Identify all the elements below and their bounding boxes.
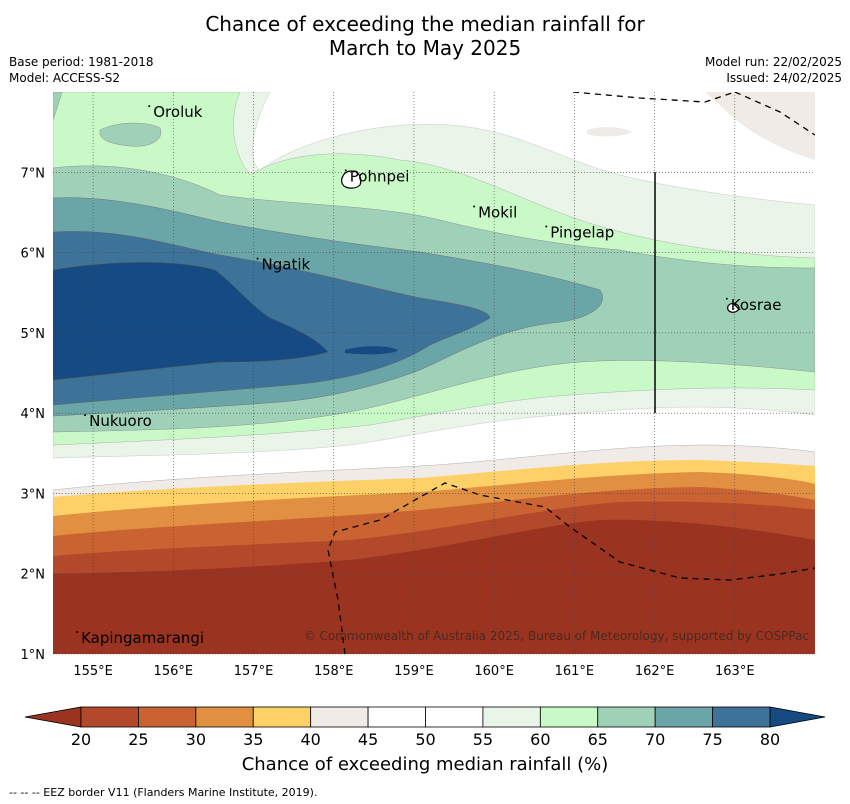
title-line-1: Chance of exceeding the median rainfall … [205, 12, 645, 36]
lat-tick-label: 2°N [21, 568, 46, 583]
model-name: Model: ACCESS-S2 [9, 71, 121, 85]
place-label-pohnpei: Pohnpei [350, 167, 410, 185]
place-label-kapingamarangi: Kapingamarangi [81, 629, 204, 647]
footnote: -- -- -- EEZ border V11 (Flanders Marine… [9, 786, 318, 799]
place-label-ngatik: Ngatik [262, 256, 311, 274]
axis-tick-labels: 155°E 156°E 157°E 158°E 159°E 160°E 161°E 162°E… [21, 166, 755, 679]
lon-tick-label: 163°E [715, 664, 755, 679]
model-run: Model run: 22/02/2025 [704, 55, 842, 69]
contour-65-70-patch [99, 122, 162, 147]
colorbar-tick-label: 25 [128, 730, 148, 749]
colorbar-under-arrow [24, 706, 82, 728]
lon-tick-label: 159°E [394, 664, 434, 679]
place-label-pingelap: Pingelap [550, 224, 614, 242]
colorbar-swatch [310, 706, 369, 728]
colorbar-swatch [195, 706, 254, 728]
colorbar-tick-label: 50 [415, 730, 435, 749]
issued-date: Issued: 24/02/2025 [726, 71, 842, 85]
colorbar-tick-label: 45 [358, 730, 378, 749]
contour-field [53, 92, 815, 654]
colorbar-swatch [367, 706, 426, 728]
lon-tick-label: 157°E [234, 664, 274, 679]
lon-tick-label: 160°E [474, 664, 514, 679]
contour-below-20 [53, 519, 815, 654]
contour-40-45-island [706, 92, 815, 160]
colorbar-swatch [482, 706, 541, 728]
eez-border-south [327, 482, 815, 654]
lat-tick-label: 3°N [21, 487, 46, 502]
place-labels: Oroluk Pohnpei Mokil Pingelap Ngatik Kosrae Nu… [76, 103, 781, 647]
title-line-2: March to May 2025 [328, 36, 522, 60]
colorbar-tick-label: 20 [71, 730, 91, 749]
contour-above-80-patch [345, 346, 398, 355]
contour-above-80 [53, 262, 329, 381]
meta-right: Model run: 22/02/2025 Issued: 24/02/2025 [705, 54, 842, 86]
lon-tick-label: 155°E [73, 664, 113, 679]
lat-tick-label: 1°N [21, 648, 46, 663]
lon-tick-label: 161°E [555, 664, 595, 679]
meta-left: Base period: 1981-2018 Model: ACCESS-S2 [9, 54, 154, 86]
contour-40-45-patch [587, 127, 632, 137]
lat-tick-label: 6°N [21, 247, 46, 262]
colorbar-tick-label: 75 [702, 730, 722, 749]
place-marker [545, 225, 548, 228]
lat-tick-label: 4°N [21, 407, 46, 422]
grid-lines [53, 92, 815, 655]
lat-tick-label: 7°N [21, 166, 46, 181]
lon-tick-label: 162°E [635, 664, 675, 679]
colorbar-swatch [425, 706, 484, 728]
colorbar-tick-label: 65 [588, 730, 608, 749]
pohnpei-island [341, 170, 362, 189]
place-label-mokil: Mokil [478, 203, 517, 221]
colorbar-swatch [138, 706, 197, 728]
place-label-kosrae: Kosrae [731, 296, 782, 314]
eez-border-north [572, 92, 815, 136]
colorbar: 20 25 30 35 40 45 50 55 60 65 70 75 80 [24, 706, 826, 749]
colorbar-swatch [80, 706, 139, 728]
colorbar-swatch [654, 706, 713, 728]
lon-tick-label: 158°E [314, 664, 354, 679]
colorbar-tick-label: 35 [243, 730, 263, 749]
lon-tick-label: 156°E [154, 664, 194, 679]
base-period: Base period: 1981-2018 [9, 55, 154, 69]
place-marker [76, 630, 79, 633]
place-marker [148, 105, 151, 108]
place-marker [473, 205, 476, 208]
place-marker [344, 169, 347, 172]
colorbar-tick-label: 80 [760, 730, 780, 749]
lat-tick-label: 5°N [21, 327, 46, 342]
copyright-text: © Commonwealth of Australia 2025, Bureau… [304, 629, 809, 643]
colorbar-swatch [712, 706, 771, 728]
colorbar-tick-label: 55 [473, 730, 493, 749]
kosrae-island [727, 302, 740, 313]
colorbar-tick-label: 70 [645, 730, 665, 749]
chart-title: Chance of exceeding the median rainfall … [0, 12, 850, 60]
colorbar-swatch [597, 706, 656, 728]
colorbar-tick-label: 30 [186, 730, 206, 749]
place-label-nukuoro: Nukuoro [89, 412, 152, 430]
colorbar-swatch [539, 706, 599, 728]
colorbar-over-arrow [769, 706, 826, 728]
colorbar-tick-label: 60 [530, 730, 550, 749]
place-label-oroluk: Oroluk [153, 103, 202, 121]
place-marker [84, 414, 87, 417]
place-marker [725, 297, 728, 300]
colorbar-tick-label: 40 [300, 730, 320, 749]
colorbar-swatch [252, 706, 312, 728]
place-marker [256, 257, 259, 260]
colorbar-label: Chance of exceeding median rainfall (%) [241, 754, 609, 775]
